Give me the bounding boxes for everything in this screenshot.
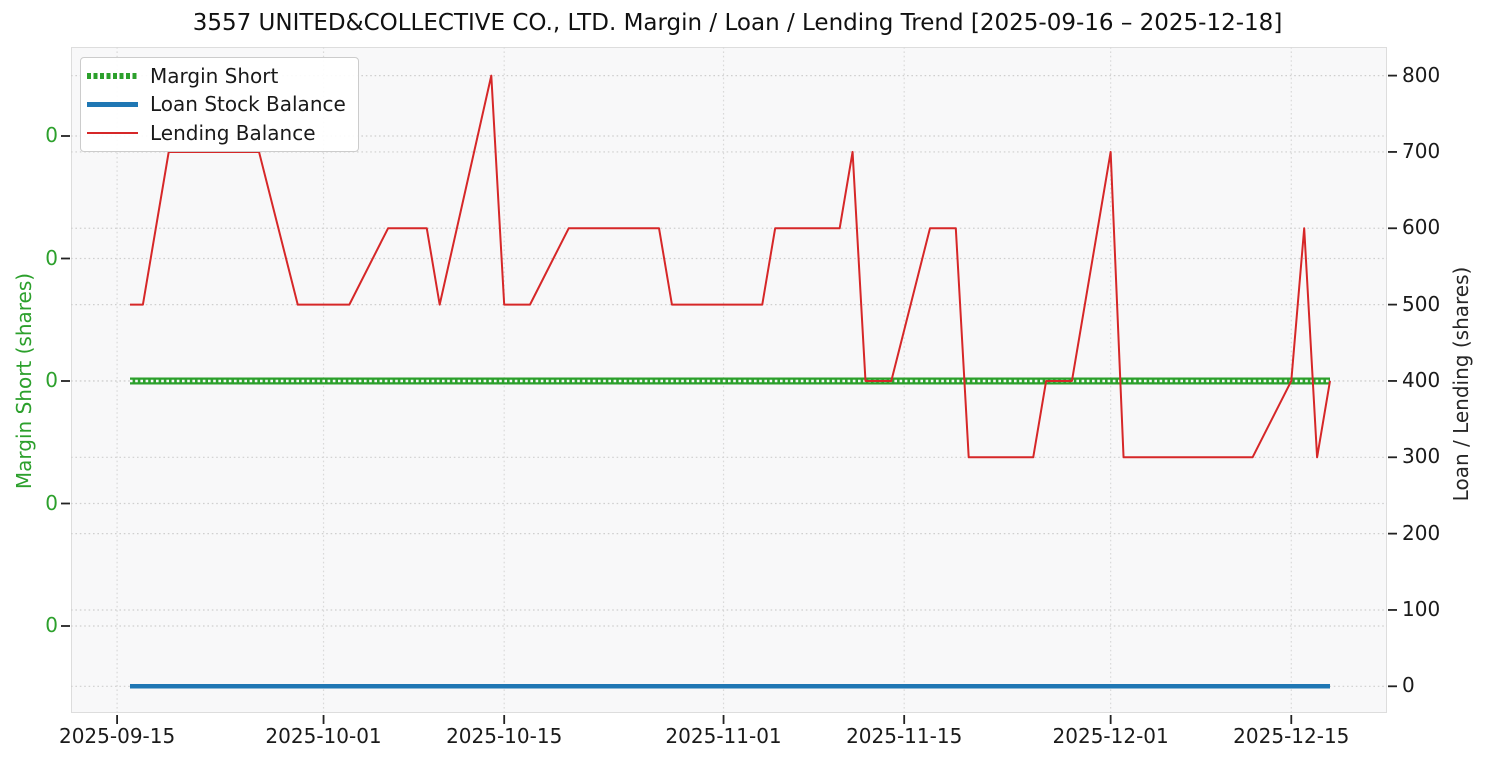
right-tick-label: 500 [1402,291,1441,316]
left-tick-label: 0 [45,613,58,638]
left-tick-label: 0 [45,123,58,148]
legend-item: Loan Stock Balance [87,90,348,118]
chart-title: 3557 UNITED&COLLECTIVE CO., LTD. Margin … [192,10,1283,36]
legend-label: Loan Stock Balance [150,92,346,117]
right-tick-label: 600 [1402,215,1441,240]
legend: Margin Short Loan Stock Balance Lending Ba… [80,57,359,152]
x-tick-label: 2025-10-15 [446,724,563,748]
right-tick-label: 700 [1402,138,1441,163]
right-tick-label: 300 [1402,444,1441,469]
legend-label: Margin Short [150,64,279,89]
left-tick-label: 0 [45,490,58,515]
legend-item: Lending Balance [87,119,348,147]
right-tick-label: 100 [1402,596,1441,621]
left-axis-label: Margin Short (shares) [12,272,36,490]
legend-swatch-thin-solid-icon [87,131,138,135]
legend-swatch-thick-dashed-icon [87,73,138,80]
legend-swatch-thick-solid-icon [87,101,138,107]
legend-label: Lending Balance [150,120,316,145]
lending-balance-line [130,74,1331,459]
x-tick-label: 2025-10-01 [265,724,382,748]
x-tick-label: 2025-09-15 [58,724,176,748]
right-axis-label: Loan / Lending (shares) [1449,266,1473,502]
right-tick-label: 400 [1402,367,1441,392]
x-tick-label: 2025-11-15 [846,724,963,748]
right-tick-label: 0 [1402,673,1415,698]
x-tick-label: 2025-12-15 [1233,724,1350,748]
legend-item: Margin Short [87,62,348,90]
left-tick-label: 0 [45,368,58,393]
x-tick-label: 2025-11-01 [665,724,782,748]
left-tick-label: 0 [45,245,58,270]
right-tick-label: 200 [1402,520,1441,545]
right-tick-label: 800 [1402,62,1441,87]
x-tick-label: 2025-12-01 [1052,724,1169,748]
